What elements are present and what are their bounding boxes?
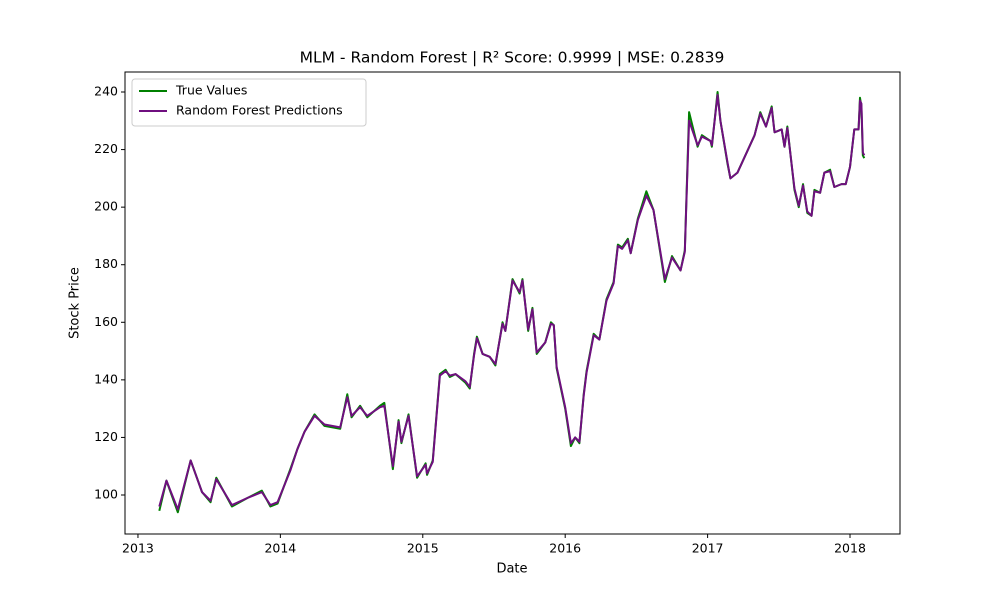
y-tick-label: 140 xyxy=(94,371,118,386)
x-tick-label: 2013 xyxy=(122,541,154,556)
series-line xyxy=(158,93,866,511)
x-tick-label: 2016 xyxy=(549,541,581,556)
y-tick-label: 100 xyxy=(94,486,118,501)
y-tick-label: 240 xyxy=(94,84,118,99)
plot-frame xyxy=(124,71,901,535)
chart-title: MLM - Random Forest | R² Score: 0.9999 |… xyxy=(300,49,725,67)
legend-box xyxy=(131,78,367,127)
y-axis-label: Stock Price xyxy=(68,267,83,339)
legend-label: Random Forest Predictions xyxy=(176,103,343,118)
legend-label: True Values xyxy=(175,83,247,98)
y-tick-label: 120 xyxy=(94,429,118,444)
x-tick-label: 2017 xyxy=(692,541,724,556)
y-tick-label: 200 xyxy=(94,199,118,214)
y-tick-label: 220 xyxy=(94,141,118,156)
y-tick-label: 160 xyxy=(94,314,118,329)
x-tick-label: 2018 xyxy=(834,541,866,556)
x-tick-label: 2015 xyxy=(407,541,439,556)
series-line xyxy=(158,91,866,514)
y-tick-label: 180 xyxy=(94,256,118,271)
x-tick-label: 2014 xyxy=(264,541,296,556)
x-axis-label: Date xyxy=(496,562,527,577)
